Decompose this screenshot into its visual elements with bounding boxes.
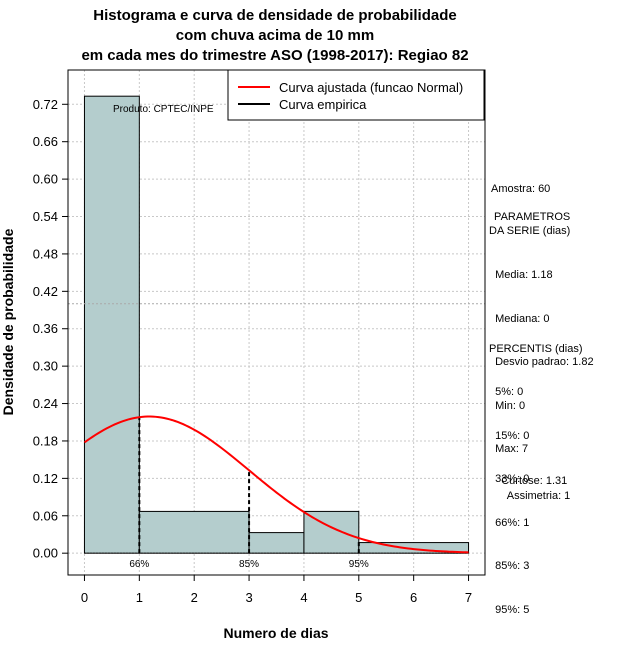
- param-min: Min: 0: [489, 399, 526, 412]
- histogram-bar-4: [358, 542, 470, 554]
- x-tick-label-3: 3: [245, 590, 252, 605]
- x-tick-label-7: 7: [465, 590, 472, 605]
- y-tick-label-6: 0.36: [33, 321, 58, 336]
- x-tick-label-6: 6: [410, 590, 417, 605]
- normal-curve: [83, 415, 469, 554]
- x-tick-label-2: 2: [191, 590, 198, 605]
- percentile-label-2: 95%: [349, 559, 369, 570]
- x-axis-title: Numero de dias: [223, 625, 328, 641]
- legend-empirical-label: Curva empirica: [279, 97, 367, 112]
- y-tick-label-8: 0.48: [33, 246, 58, 261]
- histogram-bar-2: [248, 532, 305, 554]
- percentile-markers: 66% 85% 95%: [129, 417, 369, 570]
- y-axis-title: Densidade de probabilidade: [0, 228, 16, 415]
- y-tick-label-3: 0.18: [33, 433, 58, 448]
- x-tick-label-0: 0: [81, 590, 88, 605]
- y-tick-label-10: 0.60: [33, 172, 58, 187]
- y-tick-label-12: 0.72: [33, 97, 58, 112]
- skewness: Assimetria: 1: [489, 490, 571, 502]
- title-line-2: com chuva acima de 10 mm: [176, 27, 374, 44]
- percentile-label-1: 85%: [239, 559, 259, 570]
- y-tick-label-7: 0.42: [33, 284, 58, 299]
- x-tick-label-5: 5: [355, 590, 362, 605]
- percentile-15: 15%: 0: [489, 429, 530, 442]
- x-tick-label-4: 4: [300, 590, 307, 605]
- parameters-subtitle: DA SERIE (dias): [489, 225, 571, 237]
- y-tick-label-2: 0.12: [33, 471, 58, 486]
- product-label: Produto: CPTEC/INPE: [113, 104, 214, 115]
- percentiles-list: 5%: 0 15%: 0 33%: 0 66%: 1 85%: 3 95%: 5: [489, 356, 529, 632]
- y-tick-label-0: 0.00: [33, 546, 58, 561]
- param-media: Media: 1.18: [489, 269, 553, 281]
- chart-title: Histograma e curva de densidade de proba…: [81, 7, 468, 64]
- percentile-85: 85%: 3: [489, 560, 530, 572]
- percentile-5: 5%: 0: [489, 386, 524, 398]
- parameters-title: PARAMETROS: [491, 211, 571, 223]
- parameters-list: Media: 1.18 Mediana: 0 Desvio padrao: 1.…: [489, 239, 594, 471]
- percentiles-title: PERCENTIS (dias): [489, 343, 583, 355]
- histogram-bar-0: [83, 95, 140, 554]
- sample-size: Amostra: 60: [491, 183, 551, 195]
- percentile-66: 66%: 1: [489, 516, 530, 529]
- kurtosis: Curtose: 1.31: [489, 475, 568, 487]
- param-mediana: Mediana: 0: [489, 312, 550, 325]
- y-axis: 0.00 0.06 0.12 0.18 0.24 0.30 0.36 0.42 0.48 0.54…: [33, 97, 69, 561]
- percentile-33: 33%: 0: [489, 473, 530, 485]
- y-tick-label-9: 0.54: [33, 209, 58, 224]
- percentile-label-0: 66%: [129, 559, 149, 570]
- x-tick-label-1: 1: [136, 590, 143, 605]
- histogram-bar-1: [138, 510, 250, 554]
- y-tick-label-4: 0.24: [33, 396, 58, 411]
- histogram-bars: [83, 95, 470, 554]
- y-tick-label-11: 0.66: [33, 134, 58, 149]
- legend-box: [227, 69, 485, 121]
- percentile-95: 95%: 5: [489, 603, 530, 616]
- legend: Curva ajustada (funcao Normal) Curva emp…: [227, 69, 485, 121]
- param-desvio: Desvio padrao: 1.82: [489, 356, 594, 368]
- y-tick-label-5: 0.30: [33, 359, 58, 374]
- y-tick-label-1: 0.06: [33, 508, 58, 523]
- legend-normal-label: Curva ajustada (funcao Normal): [279, 80, 463, 95]
- title-line-3: em cada mes do trimestre ASO (1998-2017)…: [81, 47, 468, 64]
- title-line-1: Histograma e curva de densidade de proba…: [93, 7, 456, 24]
- x-axis: 0 1 2 3 4 5 6 7: [81, 574, 472, 605]
- param-max: Max: 7: [489, 443, 529, 455]
